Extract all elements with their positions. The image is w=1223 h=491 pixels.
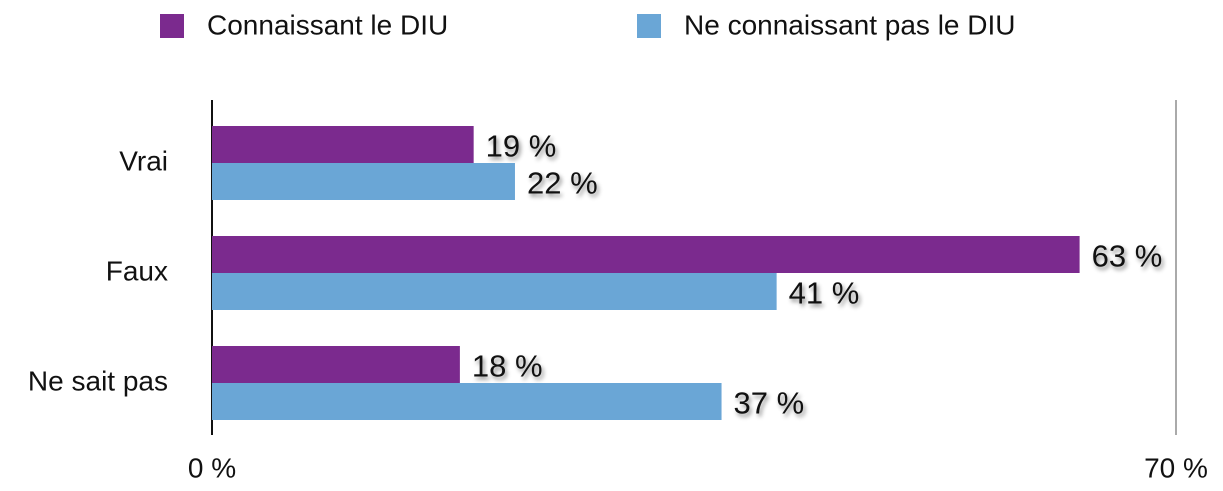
bar: [212, 163, 515, 200]
legend-swatch: [160, 14, 184, 38]
legend-label: Connaissant le DIU: [207, 9, 448, 40]
value-label: 41 %: [789, 276, 860, 311]
x-tick-label: 0 %: [188, 452, 236, 483]
x-tick-label: 70 %: [1144, 452, 1208, 483]
bar: [212, 126, 474, 163]
bar: [212, 236, 1080, 273]
bar: [212, 383, 722, 420]
legend-swatch: [637, 14, 661, 38]
value-label: 37 %: [734, 386, 805, 421]
value-label: 22 %: [527, 166, 598, 201]
y-tick-label: Ne sait pas: [28, 365, 168, 396]
value-label: 19 %: [486, 129, 557, 164]
value-label: 63 %: [1092, 239, 1163, 274]
bar: [212, 273, 777, 310]
y-tick-label: Faux: [106, 255, 168, 286]
bar: [212, 346, 460, 383]
value-label: 18 %: [472, 349, 543, 384]
y-tick-label: Vrai: [119, 145, 168, 176]
legend-label: Ne connaissant pas le DIU: [684, 9, 1016, 40]
